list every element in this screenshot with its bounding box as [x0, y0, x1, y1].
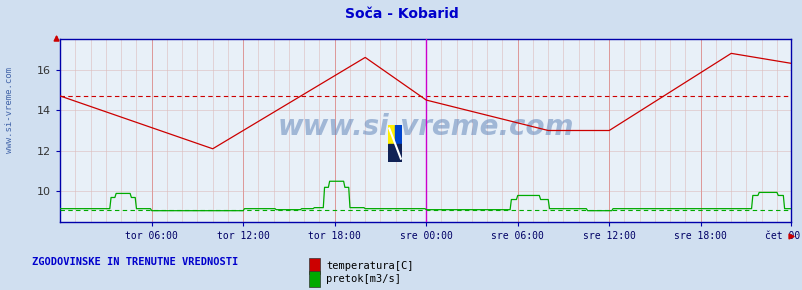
Bar: [395, 125, 402, 144]
Text: pretok[m3/s]: pretok[m3/s]: [326, 274, 400, 284]
Bar: [387, 125, 395, 144]
Text: www.si-vreme.com: www.si-vreme.com: [5, 67, 14, 153]
Text: ZGODOVINSKE IN TRENUTNE VREDNOSTI: ZGODOVINSKE IN TRENUTNE VREDNOSTI: [32, 257, 238, 267]
Text: temperatura[C]: temperatura[C]: [326, 261, 413, 271]
Text: www.si-vreme.com: www.si-vreme.com: [277, 113, 573, 141]
Text: Soča - Kobarid: Soča - Kobarid: [344, 7, 458, 21]
Bar: [387, 144, 402, 162]
